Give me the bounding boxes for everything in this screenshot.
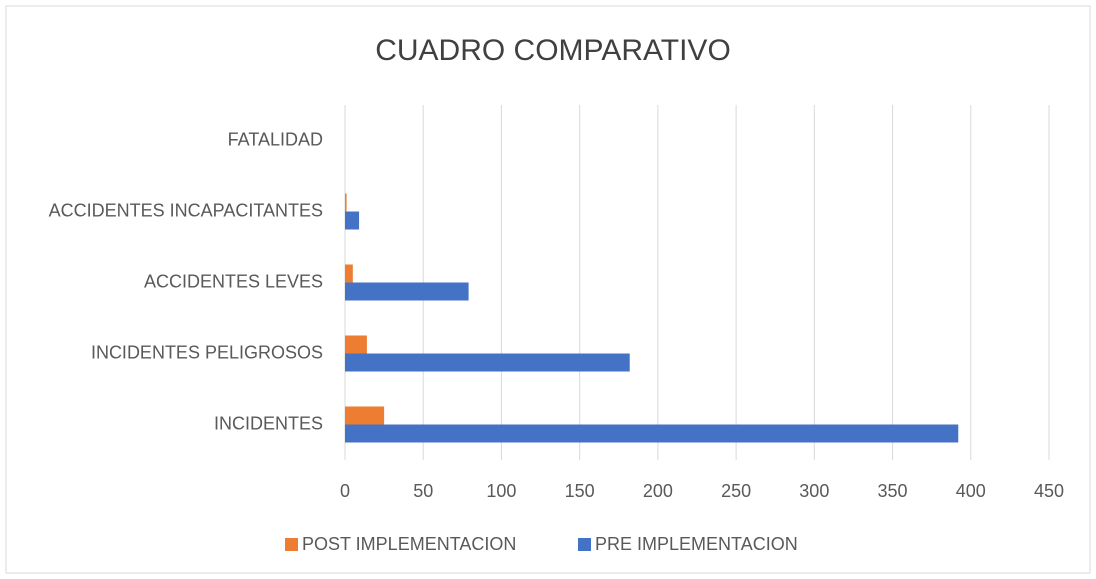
bar	[345, 193, 347, 212]
x-tick-label: 450	[1034, 481, 1064, 501]
bar	[345, 353, 630, 372]
legend-swatch	[578, 538, 591, 551]
x-tick-label: 150	[565, 481, 595, 501]
y-tick-label: INCIDENTES PELIGROSOS	[91, 342, 323, 362]
bar	[345, 211, 360, 230]
x-tick-label: 100	[486, 481, 516, 501]
bar	[345, 282, 469, 301]
chart-border	[5, 5, 1091, 574]
legend-swatch	[285, 538, 298, 551]
y-tick-label: ACCIDENTES LEVES	[144, 271, 323, 291]
x-tick-label: 50	[413, 481, 433, 501]
x-tick-label: 250	[721, 481, 751, 501]
y-tick-label: ACCIDENTES INCAPACITANTES	[49, 200, 323, 220]
x-tick-label: 400	[956, 481, 986, 501]
bar	[345, 424, 959, 443]
chart-title: CUADRO COMPARATIVO	[375, 34, 731, 67]
x-tick-label: 300	[799, 481, 829, 501]
x-tick-label: 0	[340, 481, 350, 501]
x-tick-label: 200	[643, 481, 673, 501]
y-tick-label: INCIDENTES	[214, 413, 323, 433]
x-tick-label: 350	[878, 481, 908, 501]
bar	[345, 335, 367, 354]
legend-label: PRE IMPLEMENTACION	[595, 534, 798, 554]
bar	[345, 264, 353, 283]
legend-label: POST IMPLEMENTACION	[302, 534, 516, 554]
y-tick-label: FATALIDAD	[228, 129, 323, 149]
bar	[345, 406, 385, 425]
